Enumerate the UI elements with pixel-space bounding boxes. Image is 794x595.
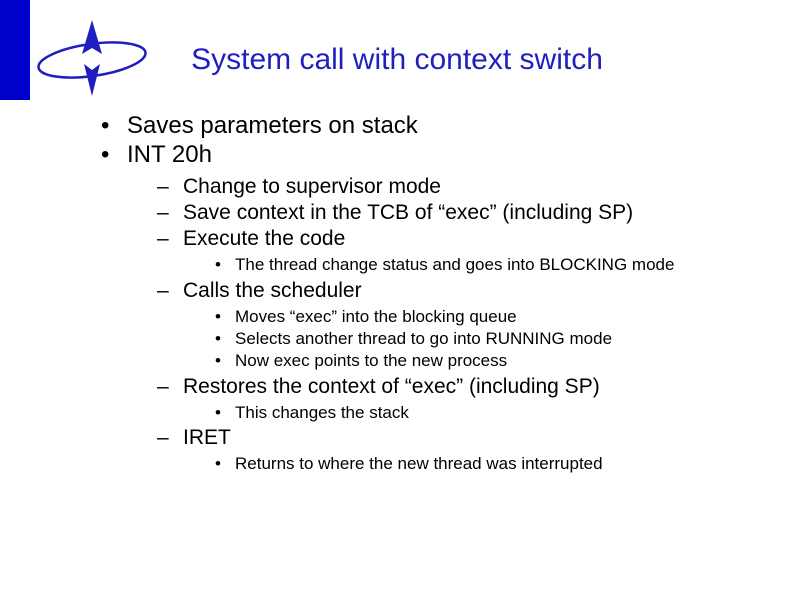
bullet-text: Selects another thread to go into RUNNIN… [235,329,612,348]
bullet-text: IRET [183,426,231,449]
bullet-text: Saves parameters on stack [127,112,418,139]
bullet-lvl1: Saves parameters on stack [95,112,735,141]
bullet-list-lvl3: The thread change status and goes into B… [183,254,735,275]
bullet-lvl2: Restores the context of “exec” (includin… [155,374,735,424]
bullet-text: Restores the context of “exec” (includin… [183,375,600,398]
bullet-lvl2: Execute the code The thread change statu… [155,226,735,276]
bullet-lvl3: The thread change status and goes into B… [213,254,735,275]
bullet-lvl3: This changes the stack [213,402,735,423]
slide-content: Saves parameters on stack INT 20h Change… [95,112,735,477]
bullet-text: This changes the stack [235,403,409,422]
bullet-lvl3: Selects another thread to go into RUNNIN… [213,328,735,349]
bullet-lvl3: Returns to where the new thread was inte… [213,453,735,474]
bullet-list-lvl1: Saves parameters on stack INT 20h Change… [95,112,735,475]
bullet-lvl2: Change to supervisor mode [155,174,735,200]
slide-title: System call with context switch [0,43,794,77]
bullet-lvl2: IRET Returns to where the new thread was… [155,425,735,475]
bullet-lvl3: Now exec points to the new process [213,350,735,371]
bullet-text: Change to supervisor mode [183,175,441,198]
bullet-list-lvl3: Moves “exec” into the blocking queue Sel… [183,306,735,372]
bullet-lvl1: INT 20h Change to supervisor mode Save c… [95,141,735,475]
bullet-text: The thread change status and goes into B… [235,255,674,274]
bullet-text: Now exec points to the new process [235,351,507,370]
bullet-text: Save context in the TCB of “exec” (inclu… [183,201,633,224]
bullet-lvl2: Calls the scheduler Moves “exec” into th… [155,278,735,372]
slide: System call with context switch Saves pa… [0,0,794,595]
bullet-list-lvl3: Returns to where the new thread was inte… [183,453,735,474]
bullet-list-lvl3: This changes the stack [183,402,735,423]
bullet-list-lvl2: Change to supervisor mode Save context i… [127,174,735,475]
bullet-text: Moves “exec” into the blocking queue [235,307,517,326]
bullet-text: Execute the code [183,227,345,250]
bullet-text: INT 20h [127,141,212,168]
bullet-lvl3: Moves “exec” into the blocking queue [213,306,735,327]
bullet-lvl2: Save context in the TCB of “exec” (inclu… [155,200,735,226]
bullet-text: Calls the scheduler [183,279,362,302]
bullet-text: Returns to where the new thread was inte… [235,454,603,473]
